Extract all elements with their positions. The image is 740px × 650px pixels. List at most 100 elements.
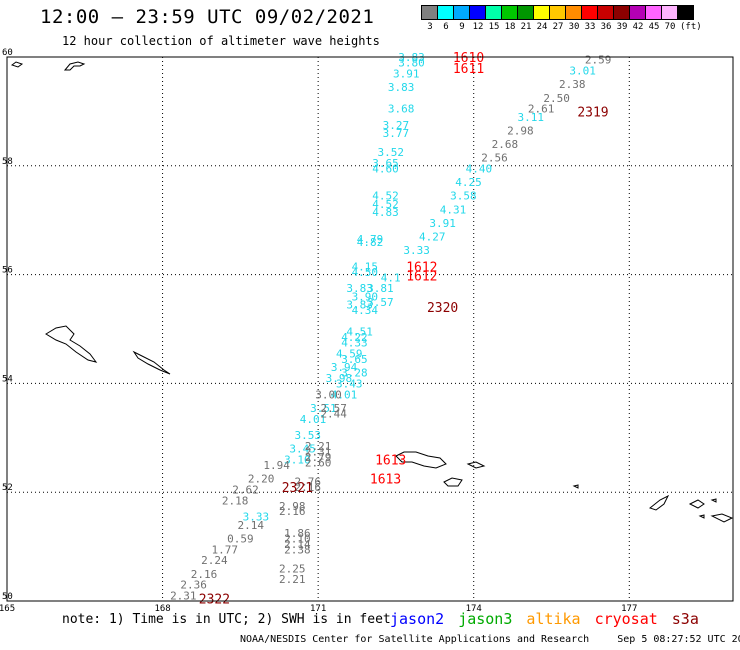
coast-semichi-island <box>466 461 486 469</box>
wave-height-value: 4.01 <box>331 388 358 401</box>
color-scale-label: 27 <box>552 22 564 32</box>
wave-height-value: 2.25 <box>279 562 306 575</box>
wave-height-value: 3.90 <box>352 290 379 303</box>
wave-height-value: 3.83 <box>346 282 373 295</box>
wave-height-value: 2.98 <box>279 500 306 513</box>
color-scale-label: 39 <box>616 22 628 32</box>
wave-height-value: 4.82 <box>357 236 384 249</box>
longitude-label: 165 <box>0 604 15 614</box>
footer-credit: NOAA/NESDIS Center for Satellite Applica… <box>240 634 590 645</box>
pass-time-label: 1612 <box>406 260 437 275</box>
wave-height-value: 2.38 <box>284 543 311 556</box>
wave-height-value: 2.57 <box>320 402 347 415</box>
pass-time-label: 1610 <box>453 51 484 66</box>
wave-height-value: 4.01 <box>300 413 327 426</box>
color-scale-label: 33 <box>584 22 596 32</box>
wave-height-value: 2.31 <box>170 590 197 603</box>
color-scale-unit: (ft) <box>680 22 702 32</box>
wave-height-value: 2.36 <box>180 579 207 592</box>
wave-height-value: 3.80 <box>398 56 425 69</box>
coast-kiska-island <box>688 499 705 509</box>
coast-medny-island <box>132 350 171 375</box>
wave-height-value: 3.83 <box>388 81 415 94</box>
legend-entry-altika: altika <box>526 610 581 628</box>
color-scale-label: 18 <box>504 22 516 32</box>
wave-height-value: 2.16 <box>295 481 322 494</box>
wave-height-value: 1.77 <box>212 543 239 556</box>
color-scale-label: 24 <box>536 22 548 32</box>
pass-time-label: 1612 <box>406 270 437 285</box>
pass-time-label: 2320 <box>427 301 458 316</box>
wave-height-value: 4.83 <box>372 206 399 219</box>
wave-height-value: 4.40 <box>466 163 493 176</box>
wave-height-value: 3.91 <box>393 67 420 80</box>
color-scale-labels: 3 6 9 12 15 18 21 24 27 30 33 36 39 42 45 70 (ft) <box>422 22 702 32</box>
wave-height-value: 3.28 <box>341 367 368 380</box>
color-scale-bar <box>421 5 694 20</box>
longitude-label: 168 <box>154 604 170 614</box>
legend-entry-cryosat: cryosat <box>594 610 658 628</box>
color-scale-label: 45 <box>648 22 660 32</box>
wave-height-value: 4.51 <box>346 326 373 339</box>
wave-height-value: 1.94 <box>263 459 290 472</box>
footer: NOAA/NESDIS Center for Satellite Applica… <box>240 634 740 645</box>
coast-small-islet-1 <box>572 484 579 489</box>
wave-height-value: 2.44 <box>320 407 347 420</box>
wave-height-value: 2.18 <box>222 494 249 507</box>
longitude-label: 174 <box>466 604 482 614</box>
color-scale-label: 12 <box>472 22 484 32</box>
legend-entry-jason3: jason3 <box>458 610 513 628</box>
wave-height-value: 3.81 <box>367 282 394 295</box>
wave-height-value: 2.14 <box>284 538 311 551</box>
wave-height-value: 3.45 <box>289 443 316 456</box>
legend-entry-jason2: jason2 <box>390 610 445 628</box>
page-subtitle: 12 hour collection of altimeter wave hei… <box>62 34 380 48</box>
wave-height-value: 4.34 <box>352 304 379 317</box>
coast-amchitka-island <box>710 513 734 523</box>
coast-small-islet-2 <box>698 514 705 519</box>
wave-height-value: 2.14 <box>237 519 264 532</box>
coast-agattu-island <box>443 477 463 487</box>
wave-height-value: 3.33 <box>403 244 430 257</box>
altimeter-observations: 3.833.803.913.833.683.273.773.523.654.60… <box>170 51 611 603</box>
wave-height-value: 4.52 <box>372 198 399 211</box>
wave-height-value: 2.68 <box>492 138 519 151</box>
wave-height-value: 3.11 <box>518 111 545 124</box>
pass-time-label: 1613 <box>370 473 401 488</box>
page-title: 12:00 – 23:59 UTC 09/02/2021 <box>40 6 375 28</box>
pass-time-label: 1611 <box>453 62 484 77</box>
color-scale-label: 6 <box>443 22 449 32</box>
wave-height-value: 4.31 <box>440 203 467 216</box>
wave-height-value: 4.1 <box>381 271 401 284</box>
wave-height-value: 2.62 <box>232 483 259 496</box>
color-scale-label: 70 <box>664 22 676 32</box>
satellite-legend: jason2 jason3 altika cryosat s3a <box>390 610 713 628</box>
wave-height-value: 3.68 <box>388 103 415 116</box>
color-scale-label: 9 <box>459 22 465 32</box>
color-scale-label: 36 <box>600 22 612 32</box>
wave-height-value: 3.33 <box>243 511 270 524</box>
wave-height-value: 2.60 <box>305 456 332 469</box>
wave-height-value: 2.76 <box>295 475 322 488</box>
coast-small-islet-3 <box>710 498 717 503</box>
color-scale-label: 3 <box>427 22 433 32</box>
color-scale-label: 15 <box>488 22 500 32</box>
wave-height-value: 2.38 <box>559 78 586 91</box>
pass-time-label: 2319 <box>577 105 608 120</box>
wave-height-value: 2.21 <box>305 440 332 453</box>
color-scale-label: 42 <box>632 22 644 32</box>
wave-height-value: 3.53 <box>295 429 322 442</box>
wave-height-value: 3.58 <box>450 190 477 203</box>
wave-height-value: 2.24 <box>201 554 228 567</box>
wave-height-value: 2.98 <box>507 124 534 137</box>
wave-height-value: 2.20 <box>248 473 275 486</box>
wave-height-value: 2.16 <box>191 568 218 581</box>
wave-height-value: 2.50 <box>543 92 570 105</box>
color-scale-label: 30 <box>568 22 580 32</box>
wave-height-value: 0.59 <box>227 532 254 545</box>
wave-height-value: 1.86 <box>284 527 311 540</box>
coastlines <box>10 61 734 523</box>
wave-height-value: 3.83 <box>346 299 373 312</box>
wave-height-value: 4.59 <box>336 347 363 360</box>
wave-height-value: 2.21 <box>279 573 306 586</box>
